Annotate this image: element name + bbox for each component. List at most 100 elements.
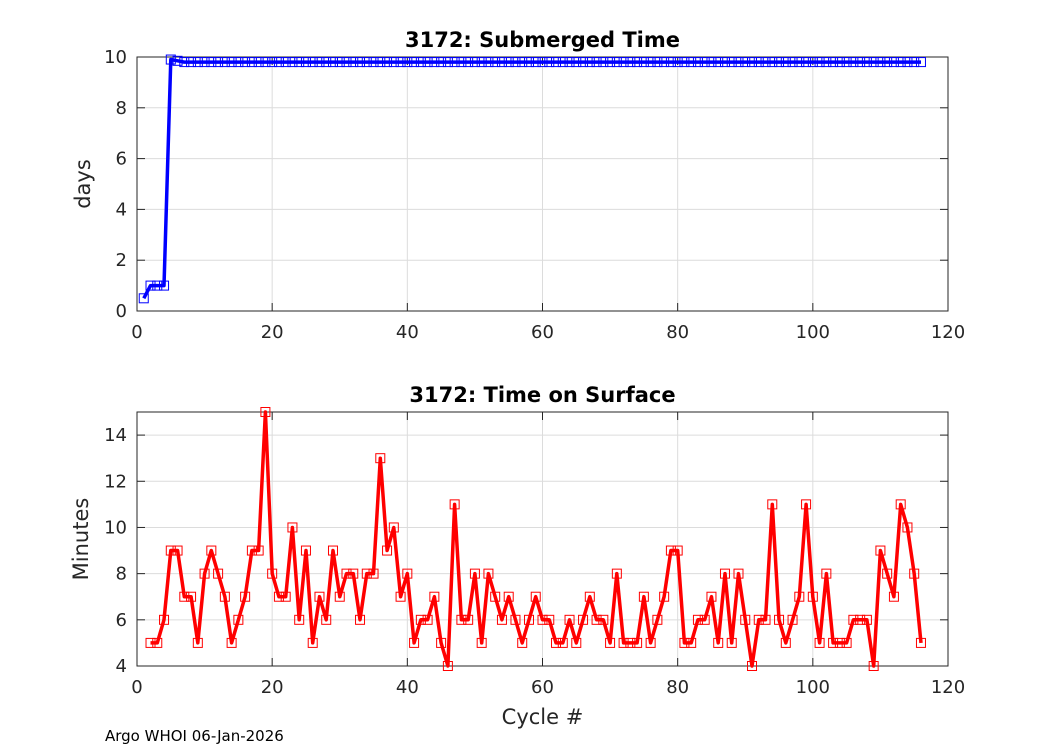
submerged-time-data-point: [503, 57, 514, 68]
surface-time-data-point: [253, 545, 264, 556]
submerged-time-data-point: [537, 57, 548, 68]
submerged-time-data-point: [233, 57, 244, 68]
submerged-time-data-point: [179, 57, 190, 68]
surface-time-data-point: [179, 591, 190, 602]
submerged-time-data-point: [388, 57, 399, 68]
surface-time-data-point: [679, 637, 690, 648]
surface-time-data-point: [260, 407, 271, 417]
surface-time-data-point: [699, 614, 710, 625]
surface-time-data-point: [848, 614, 859, 625]
surface-time-data-point: [733, 568, 744, 579]
submerged-time-data-point: [780, 57, 791, 68]
surface-time-data-point: [267, 568, 278, 579]
submerged-time-y-tick-label: 2: [116, 250, 127, 271]
submerged-time-data-point: [611, 57, 622, 68]
surface-time-data-point: [598, 614, 609, 625]
submerged-time-data-point: [733, 57, 744, 68]
surface-time-x-tick-label: 120: [931, 677, 965, 698]
surface-time-data-point: [517, 637, 528, 648]
surface-time-data-point: [821, 568, 832, 579]
surface-time-data-point: [361, 568, 372, 579]
submerged-time-data-point: [422, 57, 433, 68]
surface-time-y-tick-label: 6: [116, 610, 127, 631]
submerged-time-y-tick-label: 10: [104, 47, 127, 68]
submerged-time-data-point: [591, 57, 602, 68]
surface-time-data-point: [902, 522, 913, 533]
submerged-time-data-point: [219, 57, 230, 68]
submerged-time-data-point: [841, 57, 852, 68]
surface-time-data-point: [760, 614, 771, 625]
submerged-time-data-point: [530, 57, 541, 68]
surface-time-data-point: [801, 499, 812, 510]
submerged-time-data-point: [828, 57, 839, 68]
submerged-time-data-point: [598, 57, 609, 68]
surface-time-data-point: [632, 637, 643, 648]
submerged-time-data-point: [638, 57, 649, 68]
submerged-time-data-point: [449, 57, 460, 68]
submerged-time-data-point: [672, 57, 683, 68]
surface-time-data-point: [787, 614, 798, 625]
surface-time-data-point: [300, 545, 311, 556]
surface-time-data-point: [605, 637, 616, 648]
surface-time-data-point: [909, 568, 920, 579]
submerged-time-data-point: [152, 280, 163, 291]
submerged-time-data-point: [206, 57, 217, 68]
surface-time-x-tick-label: 80: [666, 677, 689, 698]
surface-time-data-point: [652, 614, 663, 625]
surface-time-data-point: [828, 637, 839, 648]
surface-time-data-point: [355, 614, 366, 625]
surface-time-data-point: [341, 568, 352, 579]
surface-time-data-point: [794, 591, 805, 602]
surface-time-data-point: [429, 591, 440, 602]
submerged-time-data-point: [476, 57, 487, 68]
surface-time-data-point: [888, 591, 899, 602]
submerged-time-x-tick-label: 100: [796, 322, 830, 343]
surface-time-x-axis-label: Cycle #: [502, 705, 584, 729]
surface-time-data-point: [530, 591, 541, 602]
submerged-time-data-point: [260, 57, 271, 68]
submerged-time-data-point: [267, 57, 278, 68]
submerged-time-data-point: [300, 57, 311, 68]
surface-time-data-point: [233, 614, 244, 625]
surface-time-data-point: [807, 591, 818, 602]
submerged-time-data-point: [314, 57, 325, 68]
submerged-time-data-point: [753, 57, 764, 68]
submerged-time-data-point: [659, 57, 670, 68]
submerged-time-data-point: [280, 57, 291, 68]
submerged-time-data-point: [726, 57, 737, 68]
surface-time-data-point: [321, 614, 332, 625]
submerged-time-data-point: [253, 57, 264, 68]
submerged-time-data-point: [801, 57, 812, 68]
surface-time-y-axis-label: Minutes: [69, 498, 93, 581]
surface-time-x-tick-label: 40: [396, 677, 419, 698]
submerged-time-data-point: [645, 57, 656, 68]
submerged-time-data-point: [294, 57, 305, 68]
surface-time-data-point: [523, 614, 534, 625]
submerged-time-x-tick-label: 40: [396, 322, 419, 343]
submerged-time-data-point: [327, 57, 338, 68]
surface-time-data-point: [591, 614, 602, 625]
surface-time-data-point: [388, 522, 399, 533]
submerged-time-data-point: [226, 57, 237, 68]
surface-time-data-point: [645, 637, 656, 648]
submerged-time-data-point: [375, 57, 386, 68]
surface-time-data-point: [442, 661, 453, 671]
submerged-time-data-point: [861, 57, 872, 68]
submerged-time-data-point: [774, 57, 785, 68]
submerged-time-data-point: [172, 55, 183, 66]
surface-time-data-point: [199, 568, 210, 579]
surface-time-data-point: [557, 637, 568, 648]
submerged-time-data-point: [159, 280, 170, 291]
surface-time-data-point: [294, 614, 305, 625]
submerged-time-data-point: [382, 57, 393, 68]
surface-time-data-point: [213, 568, 224, 579]
submerged-time-data-point: [665, 57, 676, 68]
surface-time-data-point: [510, 614, 521, 625]
surface-time-data-point: [882, 568, 893, 579]
submerged-time-data-point: [814, 57, 825, 68]
submerged-time-data-point: [186, 57, 197, 68]
submerged-time-data-point: [341, 57, 352, 68]
surface-time-data-point: [564, 614, 575, 625]
surface-time-x-tick-label: 60: [531, 677, 554, 698]
surface-time-data-point: [584, 591, 595, 602]
